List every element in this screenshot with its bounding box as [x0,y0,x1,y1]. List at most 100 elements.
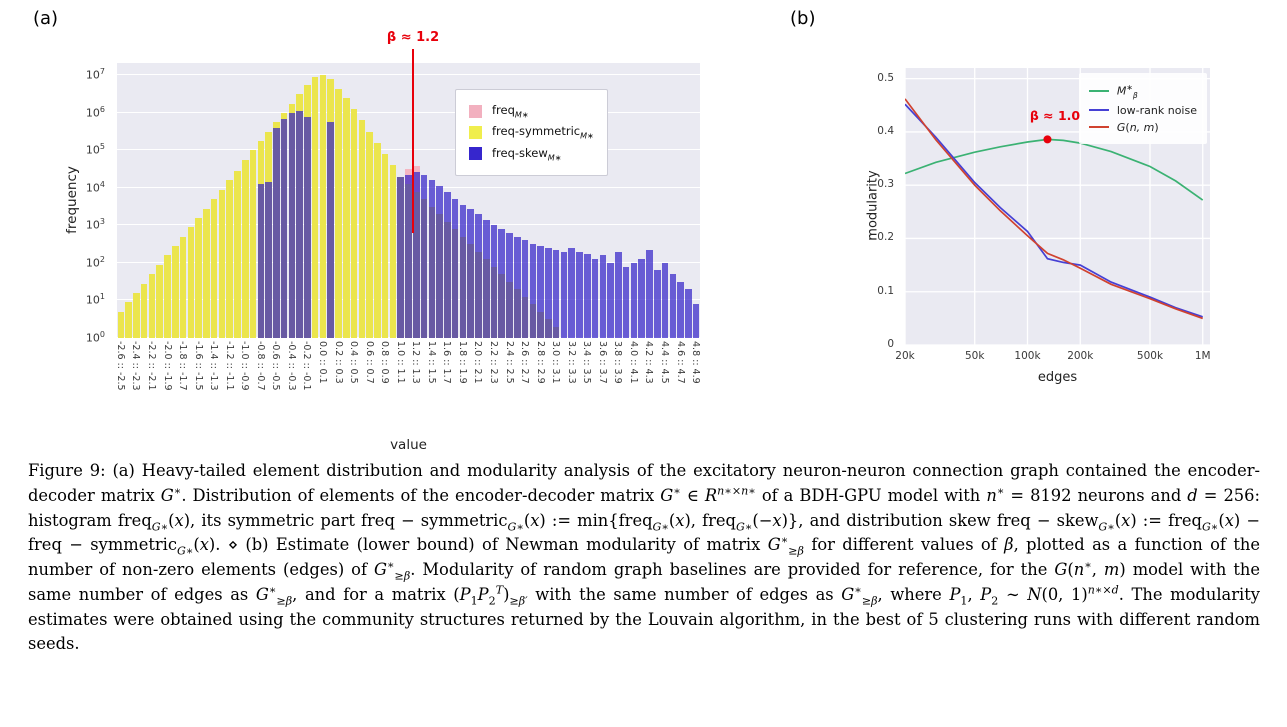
histogram-bar-freq-symmetricM [140,283,148,338]
x-tick-label: 4.6 :: 4.7 [674,341,686,384]
x-tick-label: 0.4 :: 0.5 [348,341,360,384]
histogram-bar-freq-skewM [482,219,490,338]
x-tick-label: 4.0 :: 4.1 [627,341,639,384]
gridline [117,149,700,151]
x-tick-label: 4.2 :: 4.3 [643,341,655,384]
x-tick-label: 1.4 :: 1.5 [425,341,437,384]
histogram-bar-freq-symmetricM [172,246,179,338]
histogram-bar-freq-symmetricM [164,255,171,338]
y-tick-label: 0.1 [877,284,894,297]
histogram-bar-freq-symmetricM [374,142,381,338]
histogram-bar-freq-skewM [475,214,482,338]
y-tick-label: 104 [85,179,105,195]
histogram-bar-freq-skewM [459,204,467,338]
histogram-bar-freq-symmetricM [148,274,156,338]
x-tick-label: -0.6 :: -0.5 [270,341,282,391]
histogram-bar-freq-symmetricM [187,227,195,338]
beta-threshold-line [412,49,415,233]
y-tick-label: 102 [85,254,105,270]
modularity-panel: modularity 0 0.1 0.2 0.3 0.4 0.5 20k 50k 100k 20… [866,68,1211,385]
histogram-bar-freq-symmetricM [311,77,319,338]
histogram-legend: freqM∗ freq-symmetricM∗ freq-skewM∗ [455,89,608,176]
histogram-y-ticks: 100 101 102 103 104 105 106 107 [65,63,111,344]
histogram-bar-freq-skewM [288,112,296,338]
histogram-bar-freq-skewM [591,259,599,338]
histogram-bar-freq-symmetricM [319,75,327,338]
x-tick-label: 0.0 :: 0.1 [316,341,328,384]
histogram-bar-freq-skewM [529,244,537,338]
x-tick-label: 100k [1014,350,1041,362]
line-series-low-ranknoise [904,103,1203,318]
histogram-panel: frequency 100 101 102 103 104 105 106 107 -2.6 … [64,30,701,453]
x-tick-label: -1.0 :: -0.9 [239,341,251,391]
histogram-bar-freq-skewM [552,249,560,338]
histogram-bar-freq-skewM [498,229,506,338]
modularity-legend: M∗β low-rank noise G(n, m) [1078,73,1207,144]
histogram-bar-freq-skewM [615,251,622,338]
histogram-bar-freq-skewM [273,127,280,338]
histogram-bar-freq-skewM [692,304,700,338]
legend-swatch [469,147,482,161]
x-tick-label: -2.2 :: -2.1 [145,341,157,391]
y-tick-label: 103 [85,217,105,233]
legend-entry: freqM∗ [469,103,594,119]
histogram-bar-freq-symmetricM [195,217,202,338]
x-tick-label: 2.4 :: 2.5 [503,341,515,384]
histogram-bar-freq-skewM [327,122,335,338]
x-tick-label: 1.8 :: 1.9 [456,341,468,384]
legend-line-swatch [1088,90,1109,93]
histogram-bar-freq-symmetricM [133,292,140,338]
histogram-bar-freq-symmetricM [358,120,366,338]
gridline [117,111,700,113]
legend-label: G(n, m) [1116,120,1159,134]
y-tick-label: 106 [85,104,105,120]
histogram-bar-freq-skewM [304,116,311,338]
x-tick-label: 0.8 :: 0.9 [379,341,391,384]
legend-swatch [469,104,482,118]
histogram-bar-freq-skewM [630,262,638,338]
x-tick-label: 3.8 :: 3.9 [612,341,624,384]
histogram-bar-freq-symmetricM [343,97,350,338]
histogram-bar-freq-symmetricM [366,131,373,338]
histogram-bar-freq-skewM [584,253,591,338]
x-tick-label: 3.4 :: 3.5 [581,341,593,384]
y-tick-label: 101 [85,292,105,308]
x-tick-label: -2.0 :: -1.9 [161,341,173,391]
beta-peak-marker [1043,135,1052,144]
histogram-bar-freq-skewM [622,266,630,338]
histogram-x-ticks: -2.6 :: -2.5 -2.4 :: -2.3 -2.2 :: -2.1 -2.0… [115,338,702,438]
histogram-bar-freq-skewM [397,176,404,338]
x-tick-label: 4.4 :: 4.5 [659,341,671,384]
histogram-bar-freq-symmetricM [381,154,389,338]
y-tick-label: 0 [887,338,894,350]
x-tick-label: 1.0 :: 1.1 [394,341,406,384]
histogram-bar-freq-symmetricM [249,150,257,338]
x-tick-label: 1.6 :: 1.7 [441,341,453,384]
legend-entry: G(n, m) [1088,120,1197,134]
x-tick-label: 3.0 :: 3.1 [550,341,562,384]
histogram-bar-freq-skewM [685,289,692,338]
histogram-bar-freq-skewM [521,240,529,338]
histogram-bar-freq-skewM [537,246,544,338]
x-tick-label: -0.4 :: -0.3 [285,341,297,391]
x-tick-label: 0.2 :: 0.3 [332,341,344,384]
x-tick-label: 1M [1194,350,1211,362]
line-series-Gnm [904,98,1203,320]
y-tick-label: 105 [85,142,105,158]
legend-entry: M∗β [1088,83,1197,100]
histogram-bar-freq-symmetricM [117,311,125,338]
histogram-bar-freq-skewM [677,281,684,338]
legend-line-swatch [1088,109,1109,112]
histogram-plot-area [117,63,700,338]
legend-line-swatch [1088,126,1109,129]
x-tick-label: 20k [895,350,915,362]
histogram-bar-freq-skewM [506,232,513,338]
legend-label: M∗β [1116,83,1138,100]
panel-a-label: (a) [33,8,59,29]
histogram-bar-freq-skewM [568,247,576,338]
x-tick-label: 4.8 :: 4.9 [690,341,702,384]
histogram-bar-freq-symmetricM [350,109,358,338]
y-tick-label: 0.5 [877,71,894,84]
gridline [117,74,700,76]
